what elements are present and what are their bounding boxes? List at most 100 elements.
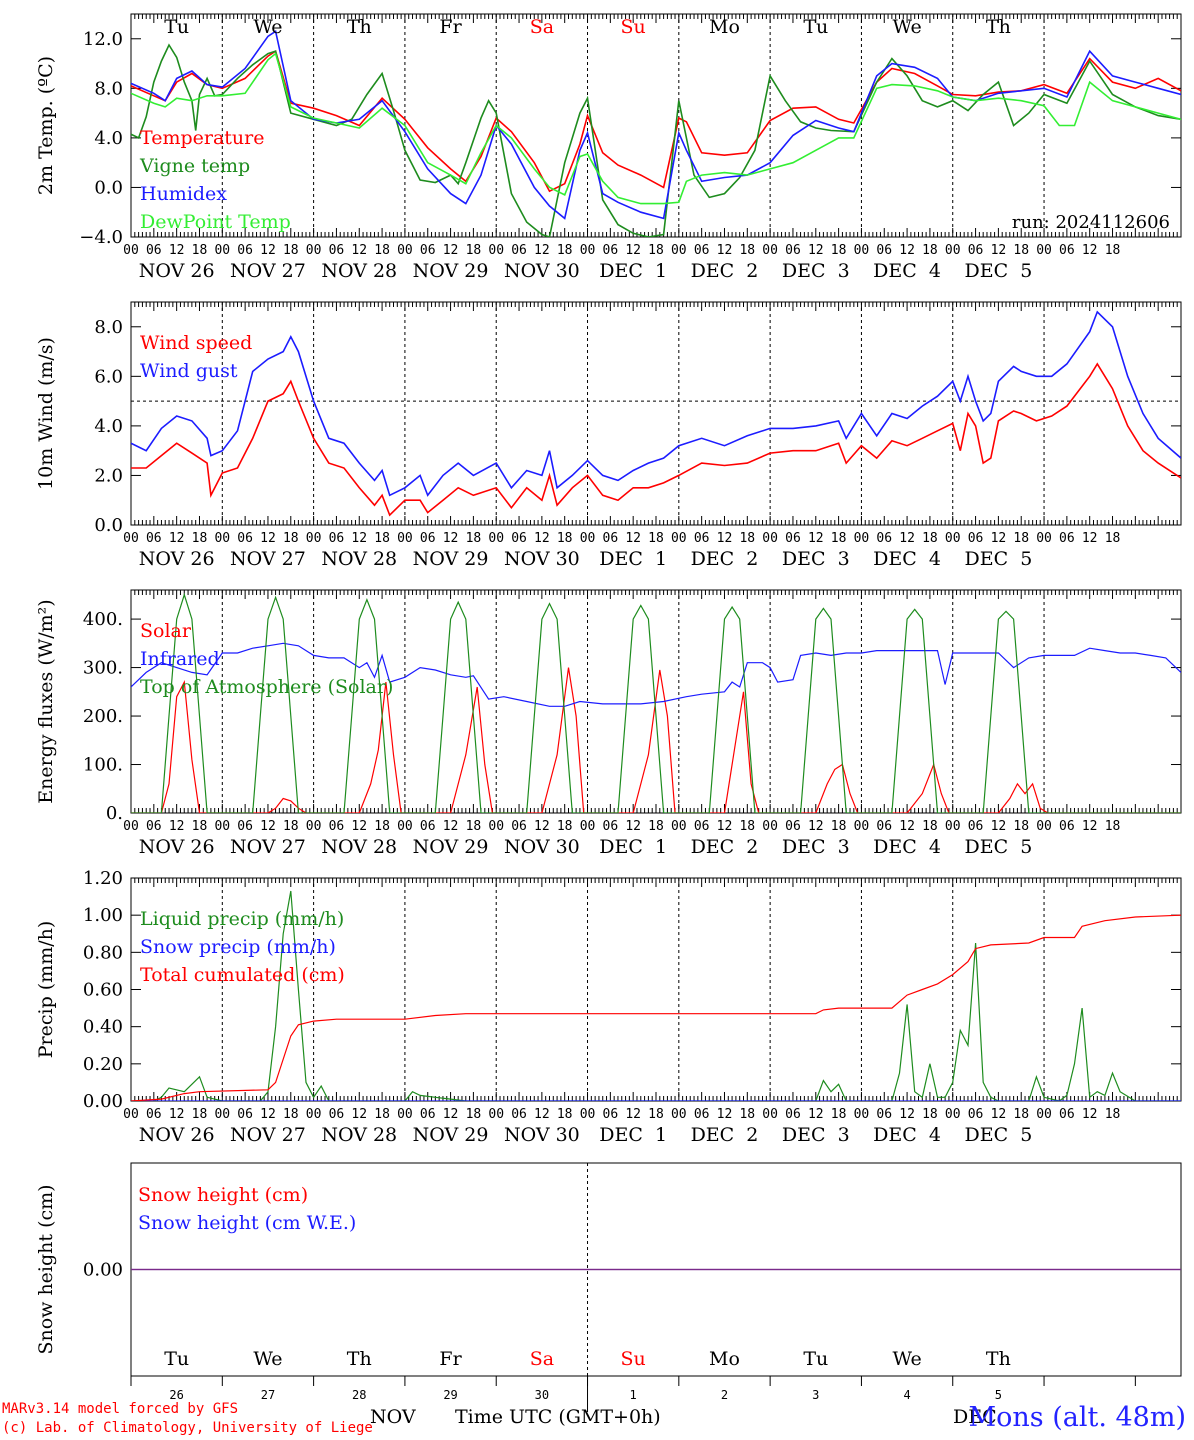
hour-label: 18 (557, 243, 573, 258)
series-line (131, 914, 1181, 1101)
y-tick-label: 2.0 (94, 465, 123, 486)
hour-label: 12 (1082, 531, 1098, 546)
legend-entry: Total cumulated (cm) (140, 964, 345, 986)
date-label: DEC 3 (782, 1124, 850, 1146)
hour-label: 06 (1059, 531, 1075, 546)
date-label: NOV 27 (230, 260, 306, 282)
hour-label: 18 (283, 819, 299, 834)
hour-label: 06 (968, 819, 984, 834)
hour-label: 06 (694, 243, 710, 258)
plot-frame (130, 301, 1182, 526)
y-tick-label: 300. (83, 658, 123, 679)
panel-1: −4.0 0.0 4.0 8.0 12.0 2m Temp. (ºC) Temperatur… (35, 13, 1182, 282)
weekday-label: Tu (164, 1348, 189, 1370)
hour-label: 18 (466, 243, 482, 258)
hour-label: 12 (1082, 1107, 1098, 1122)
hour-label: 06 (876, 819, 892, 834)
hour-label: 12 (1082, 243, 1098, 258)
hour-label: 18 (466, 531, 482, 546)
weekday-label: Su (621, 1348, 646, 1370)
hour-label: 12 (534, 243, 550, 258)
hour-label: 12 (808, 819, 824, 834)
date-label: NOV 26 (139, 548, 215, 570)
hour-label: 00 (397, 1107, 413, 1122)
y-axis-label: Energy fluxes (W/m²) (35, 599, 57, 803)
weekday-label: Th (986, 1348, 1011, 1370)
y-tick-label: 0.80 (83, 942, 123, 963)
series-line (131, 667, 1181, 813)
hour-label: 00 (762, 1107, 778, 1122)
date-label: NOV 26 (139, 260, 215, 282)
hour-label: 06 (694, 531, 710, 546)
weekday-label: Mo (709, 16, 740, 38)
hour-label: 18 (922, 1107, 938, 1122)
hour-label: 12 (1082, 819, 1098, 834)
y-tick-label: 8.0 (94, 78, 123, 99)
hour-label: 12 (169, 243, 185, 258)
hour-label: 18 (739, 243, 755, 258)
hour-label: 18 (557, 531, 573, 546)
date-label: NOV 30 (504, 548, 580, 570)
weekday-label: Sa (530, 16, 554, 38)
y-tick-label: 0.40 (83, 1017, 123, 1038)
date-label: NOV 27 (230, 1124, 306, 1146)
hour-label: 00 (854, 819, 870, 834)
hour-label: 18 (648, 531, 664, 546)
hour-label: 06 (146, 531, 162, 546)
hour-label: 00 (123, 1107, 139, 1122)
day-number: 4 (903, 1388, 910, 1402)
hour-label: 00 (945, 1107, 961, 1122)
hour-label: 18 (922, 531, 938, 546)
run-label: run: 2024112606 (1012, 212, 1170, 233)
day-number: 1 (630, 1388, 637, 1402)
day-number: 30 (535, 1388, 549, 1402)
date-label: DEC 2 (691, 548, 759, 570)
hour-label: 00 (854, 243, 870, 258)
hour-label: 12 (169, 531, 185, 546)
hour-label: 12 (351, 243, 367, 258)
panel-2: 0.0 2.0 4.0 6.0 8.0 10m Wind (m/s) Wind speed W… (35, 301, 1182, 570)
weekday-label: We (253, 16, 282, 38)
hour-label: 12 (717, 819, 733, 834)
hour-label: 12 (351, 819, 367, 834)
weekday-label: We (253, 1348, 282, 1370)
y-axis-label: Snow height (cm) (35, 1184, 57, 1354)
hour-label: 18 (283, 1107, 299, 1122)
hour-label: 18 (283, 531, 299, 546)
hour-label: 00 (1036, 531, 1052, 546)
month-label-nov: NOV (370, 1406, 416, 1428)
hour-label: 00 (762, 819, 778, 834)
hour-label: 12 (443, 1107, 459, 1122)
hour-label: 06 (876, 243, 892, 258)
hour-label: 18 (1013, 819, 1029, 834)
station-name: Mons (alt. 48m) (968, 1402, 1186, 1433)
hour-label: 06 (237, 531, 253, 546)
hour-label: 00 (306, 243, 322, 258)
legend-entry: Snow height (cm) (138, 1184, 308, 1206)
hour-label: 06 (785, 819, 801, 834)
hour-label: 06 (420, 819, 436, 834)
date-label: NOV 29 (413, 836, 489, 858)
hour-label: 18 (466, 819, 482, 834)
hour-label: 18 (192, 531, 208, 546)
hour-label: 12 (534, 819, 550, 834)
hour-label: 00 (214, 243, 230, 258)
hour-label: 00 (397, 819, 413, 834)
hour-label: 00 (580, 819, 596, 834)
date-label: NOV 30 (504, 1124, 580, 1146)
series-line (131, 592, 1181, 813)
hour-label: 00 (945, 819, 961, 834)
month-label-dec: DEC (953, 1406, 997, 1428)
hour-label: 12 (534, 1107, 550, 1122)
credit-line: (c) Lab. of Climatology, University of L… (2, 1420, 373, 1436)
weekday-label: We (892, 16, 921, 38)
hour-label: 00 (854, 1107, 870, 1122)
weekday-label: Th (986, 16, 1011, 38)
day-number: 5 (995, 1388, 1002, 1402)
series-group (131, 310, 1181, 517)
hour-label: 12 (260, 819, 276, 834)
series-group (131, 29, 1181, 237)
day-number: 29 (443, 1388, 457, 1402)
series-line (131, 52, 1181, 205)
weekday-label: Mo (709, 1348, 740, 1370)
